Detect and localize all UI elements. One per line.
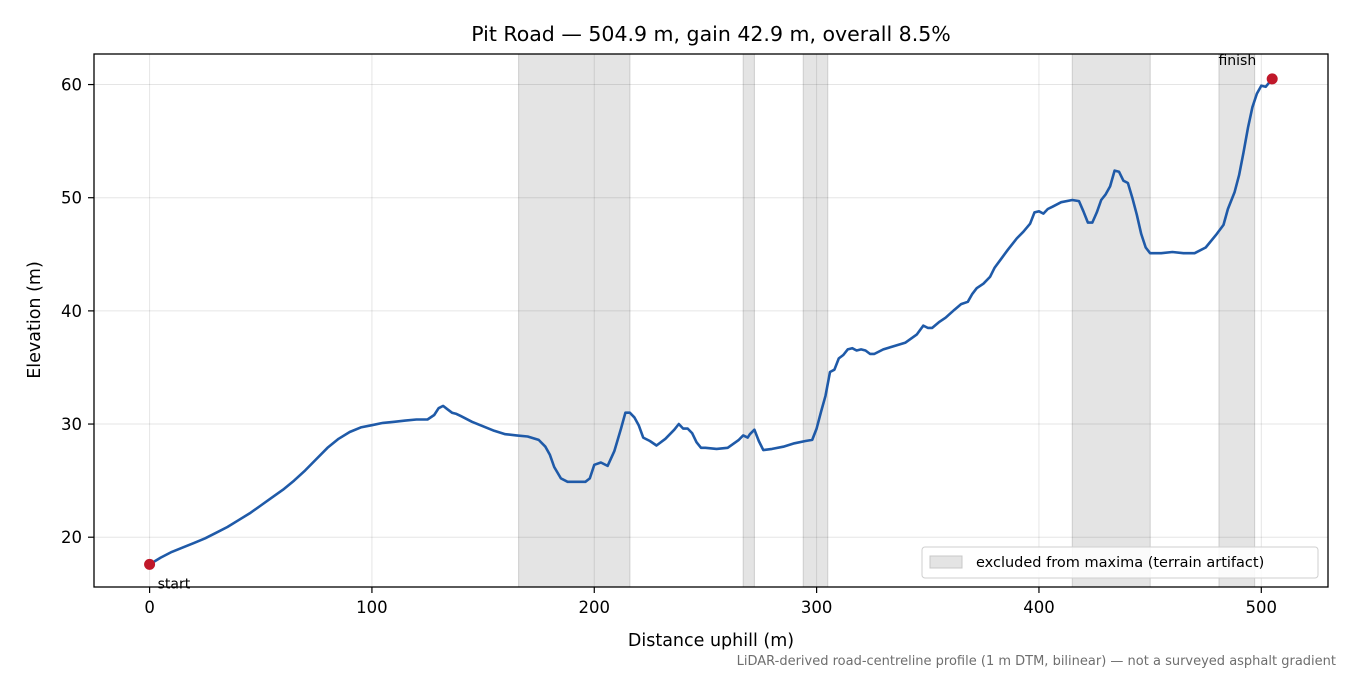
excluded-regions bbox=[518, 53, 1256, 588]
x-tick-label: 100 bbox=[356, 598, 388, 617]
legend-swatch-excluded bbox=[929, 555, 963, 569]
chart-title: Pit Road — 504.9 m, gain 42.9 m, overall… bbox=[471, 22, 951, 46]
legend-box bbox=[921, 546, 1319, 579]
start-marker bbox=[144, 558, 156, 570]
profile-line-layer bbox=[148, 77, 1274, 566]
endpoint-markers: start finish bbox=[144, 53, 1278, 592]
excluded-region-1 bbox=[742, 53, 755, 588]
y-tick-label: 60 bbox=[61, 76, 82, 95]
x-axis-ticks: 0 100 200 300 400 500 bbox=[144, 587, 1277, 617]
y-tick-label: 50 bbox=[61, 189, 82, 208]
footnote: LiDAR-derived road-centreline profile (1… bbox=[737, 654, 1336, 669]
excluded-region-0 bbox=[518, 53, 631, 588]
gridlines bbox=[94, 54, 1328, 587]
excluded-region-4 bbox=[1218, 53, 1256, 588]
start-label: start bbox=[158, 576, 191, 592]
y-tick-label: 40 bbox=[61, 302, 82, 321]
y-tick-label: 30 bbox=[61, 415, 82, 434]
x-tick-label: 0 bbox=[144, 598, 155, 617]
elevation-profile-line bbox=[148, 77, 1274, 566]
x-tick-label: 400 bbox=[1023, 598, 1055, 617]
y-axis-ticks: 20 30 40 50 60 bbox=[61, 76, 94, 547]
y-axis-label: Elevation (m) bbox=[25, 261, 45, 379]
excluded-region-2 bbox=[802, 53, 829, 588]
y-tick-label: 20 bbox=[61, 528, 82, 547]
excluded-region-3 bbox=[1071, 53, 1151, 588]
finish-label: finish bbox=[1218, 53, 1256, 69]
x-tick-label: 300 bbox=[801, 598, 833, 617]
x-axis-label: Distance uphill (m) bbox=[628, 631, 794, 651]
legend: excluded from maxima (terrain artifact) bbox=[921, 546, 1319, 579]
x-tick-label: 200 bbox=[579, 598, 611, 617]
x-tick-label: 500 bbox=[1246, 598, 1278, 617]
finish-marker bbox=[1266, 73, 1278, 85]
legend-label-excluded: excluded from maxima (terrain artifact) bbox=[976, 555, 1264, 571]
plot-frame bbox=[93, 53, 1329, 588]
